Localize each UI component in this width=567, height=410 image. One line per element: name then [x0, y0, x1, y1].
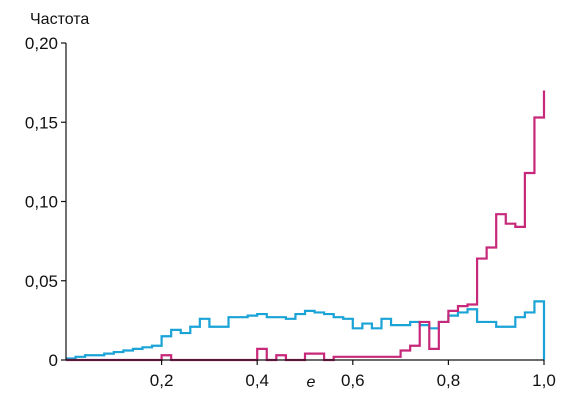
y-axis-title: Частота: [30, 11, 89, 28]
y-tick-label: 0: [49, 351, 58, 370]
y-tick-label: 0,05: [25, 272, 58, 291]
histogram-series-2: [66, 90, 546, 362]
x-tick-label: 0,6: [341, 371, 365, 390]
plot-area: [66, 90, 546, 362]
x-tick-label: 0,2: [150, 371, 174, 390]
x-tick-label: 1,0: [532, 371, 556, 390]
histogram-series-1: [66, 300, 546, 360]
x-tick-label: 0,8: [437, 371, 461, 390]
y-tick-label: 0,20: [25, 34, 58, 53]
x-axis-ticks: 0,2 0,4 0,6 0,8 1,0: [150, 360, 556, 390]
y-axis-ticks: 0 0,05 0,10 0,15 0,20: [25, 34, 66, 370]
y-tick-label: 0,10: [25, 193, 58, 212]
x-tick-label: 0,4: [245, 371, 269, 390]
x-axis-title: e: [307, 374, 316, 391]
y-tick-label: 0,15: [25, 113, 58, 132]
